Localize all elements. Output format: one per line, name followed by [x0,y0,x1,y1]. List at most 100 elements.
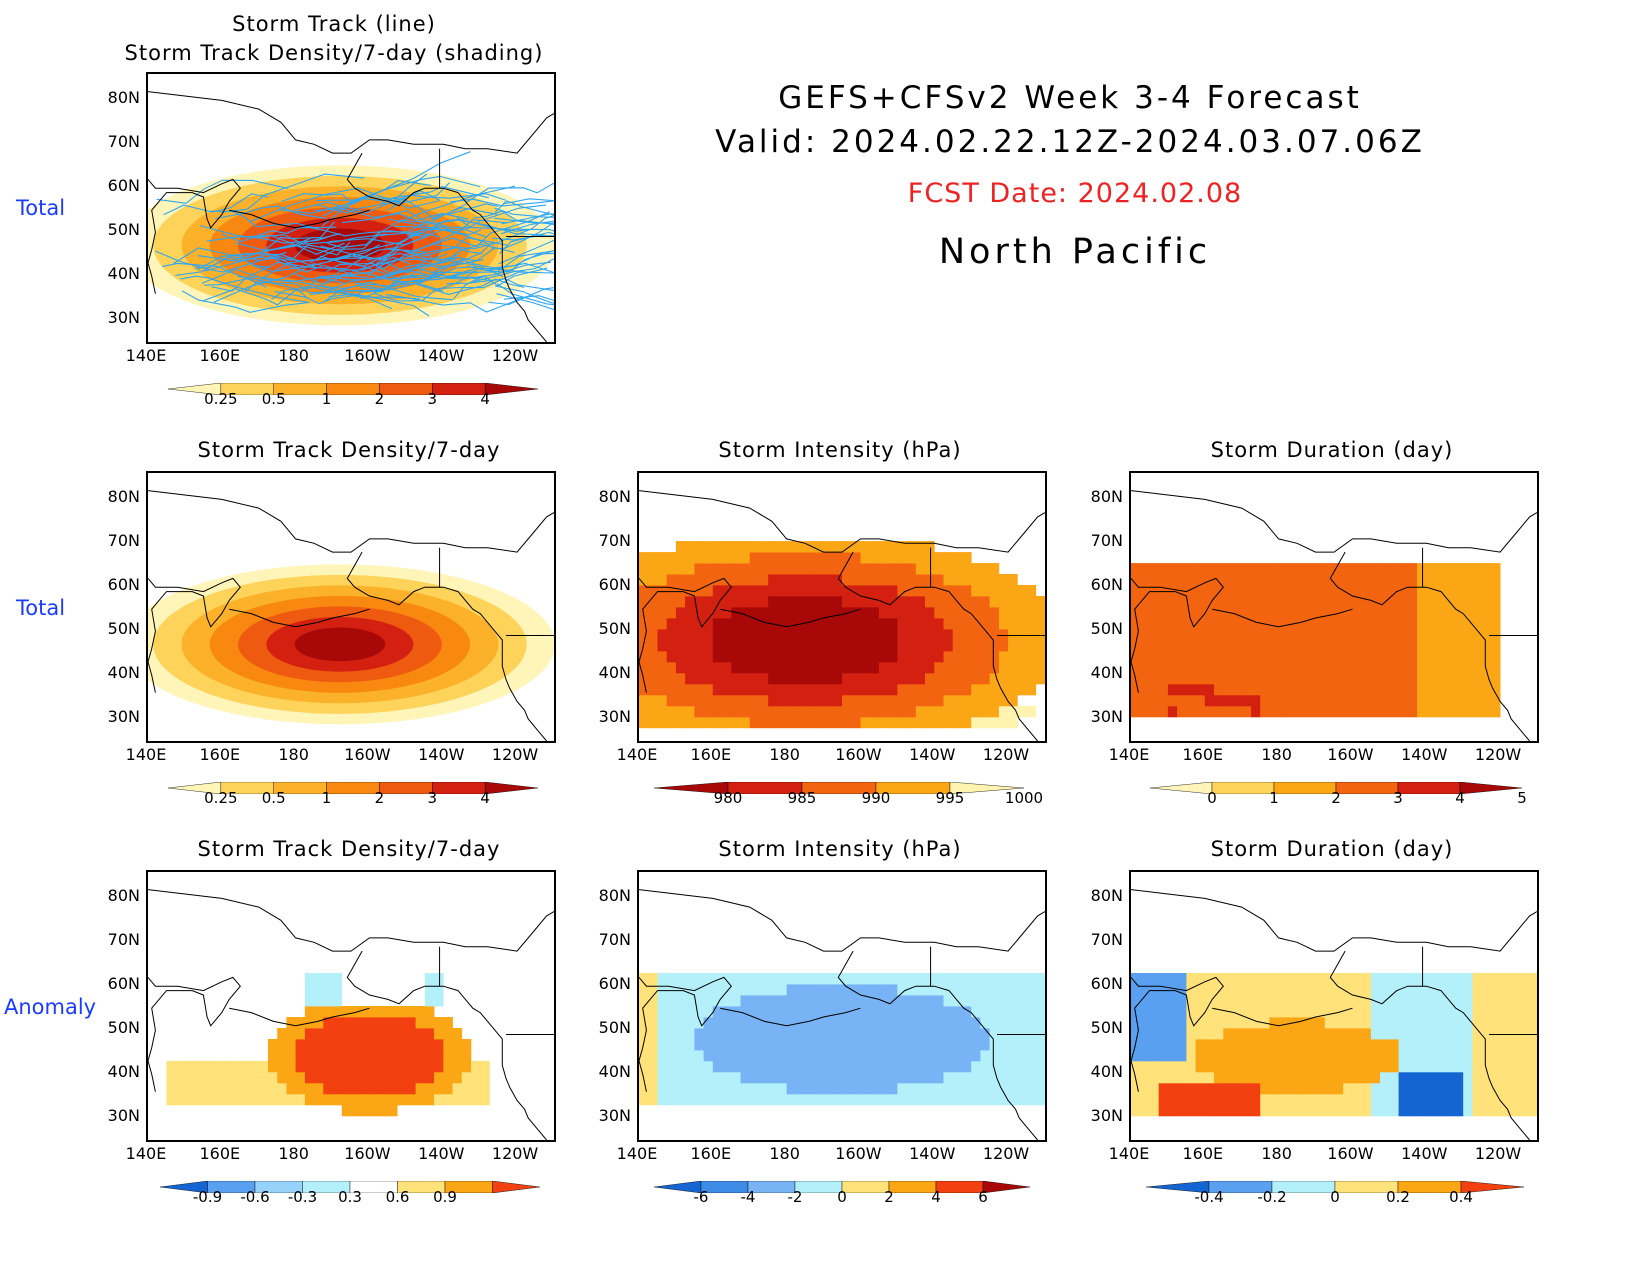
lat-tick-label: 40N [107,264,140,284]
storm-track-line [366,252,484,267]
colorbar-label: 0.6 [385,1188,410,1206]
storm-track-line [500,220,554,235]
lat-tick-label: 30N [107,308,140,328]
lat-tick-label: 30N [107,1106,140,1126]
lon-tick-label: 160W [344,346,391,365]
storm-track-line [499,231,554,255]
panel-title-duration: Storm Duration (day) [1102,436,1562,465]
colorbar-label: 2 [374,390,385,408]
colorbar-label: 0.25 [204,390,238,408]
storm-track-line [393,219,507,233]
lat-tick-label: 60N [107,974,140,994]
colorbar-density [167,779,539,795]
map-field-duration_anom [1131,889,1537,1140]
colorbar-label: 0.25 [204,789,238,807]
forecast-title: GEFS+CFSv2 Week 3-4 Forecast [778,80,1362,116]
lon-tick-label: 160W [835,1144,882,1163]
storm-track-line [197,244,332,262]
panel-title-line: Storm Track Density/7-day (shading) [124,41,544,65]
colorbar-label: 2 [374,789,385,807]
lon-tick-label: 140E [616,1144,658,1163]
lon-tick-label: 140E [125,346,167,365]
storm-track-line [206,234,345,255]
map-panel-duration [1129,471,1539,743]
storm-track-line [281,192,378,205]
storm-track-line [326,258,457,275]
lat-tick-label: 70N [1090,930,1123,950]
lat-tick-label: 40N [1090,663,1123,683]
storm-track-line [204,253,371,272]
storm-track-line [446,278,554,290]
colorbar-label: 0.3 [338,1188,362,1206]
storm-track-line [494,207,554,218]
storm-track-line [406,222,482,237]
colorbar-label: 1 [1269,789,1279,807]
storm-track-line [162,262,267,288]
lat-tick-label: 50N [1090,1018,1123,1038]
map-field-intensity [639,490,1045,741]
storm-track-line [199,225,336,244]
colorbar-label: -0.9 [192,1188,223,1206]
storm-track-line [359,274,488,291]
colorbar-label: 4 [931,1188,941,1206]
lat-tick-label: 70N [107,132,140,152]
lat-tick-label: 40N [107,1062,140,1082]
colorbar-label: 1 [321,789,332,807]
colorbar-swatch [982,1180,1031,1194]
lon-tick-label: 180 [278,346,309,365]
storm-track-line [301,225,420,237]
colorbar-label: -0.4 [1194,1188,1224,1206]
storm-track-line [503,295,554,302]
lat-tick-label: 30N [1090,707,1123,727]
colorbar-label: 1 [321,390,332,408]
colorbar-label: 0 [1330,1188,1340,1206]
lat-tick-label: 70N [598,930,631,950]
storm-track-line [309,225,447,264]
storm-track-line [494,285,554,304]
lon-tick-label: 180 [1261,1144,1292,1163]
lon-tick-label: 140E [1108,1144,1150,1163]
panel-title-line: Storm Track Density/7-day [197,438,501,462]
colorbar-label: 0.4 [1449,1188,1473,1206]
lon-tick-label: 140W [909,745,956,764]
storm-track-line [466,250,554,273]
panel-title-line: Storm Intensity (hPa) [718,837,962,861]
storm-track-line [220,173,365,213]
lat-tick-label: 70N [107,531,140,551]
colorbar-label: 6 [978,1188,988,1206]
storm-track-line [496,293,554,311]
row-label-total-2: Total [16,596,66,620]
lon-tick-label: 140E [125,745,167,764]
lon-tick-label: 180 [769,1144,800,1163]
colorbar-label: 0.2 [1386,1188,1410,1206]
lon-tick-label: 140W [909,1144,956,1163]
lon-tick-label: 160E [690,1144,732,1163]
storm-track-line [301,285,421,300]
storm-track-line [241,241,351,259]
map-field-density_anom [148,889,554,1140]
lat-tick-label: 80N [1090,487,1123,507]
map-panel-density_anom [146,870,556,1142]
colorbar-swatch [492,1180,541,1194]
storm-track-line [437,271,554,290]
map-field-duration [1131,490,1537,741]
storm-track-line [375,267,527,279]
lon-tick-label: 160W [344,745,391,764]
storm-track-line [492,234,554,241]
storm-track-line [380,265,504,292]
colorbar-label: 3 [427,789,438,807]
colorbar-intensity [653,779,1025,795]
lat-tick-label: 80N [598,487,631,507]
storm-track-line [373,241,494,283]
lat-tick-label: 70N [107,930,140,950]
region-name: North Pacific [938,232,1212,272]
colorbar-label: -2 [787,1188,803,1206]
lon-tick-label: 120W [491,346,539,365]
lat-tick-label: 80N [107,487,140,507]
lon-tick-label: 160E [1182,745,1224,764]
lon-tick-label: 120W [1474,1144,1522,1163]
colorbar-duration_anom [1145,1178,1525,1194]
panel-title-track: Storm Track (line) Storm Track Density/7-… [104,10,564,68]
lat-tick-label: 30N [598,707,631,727]
storm-track-line [211,261,322,292]
